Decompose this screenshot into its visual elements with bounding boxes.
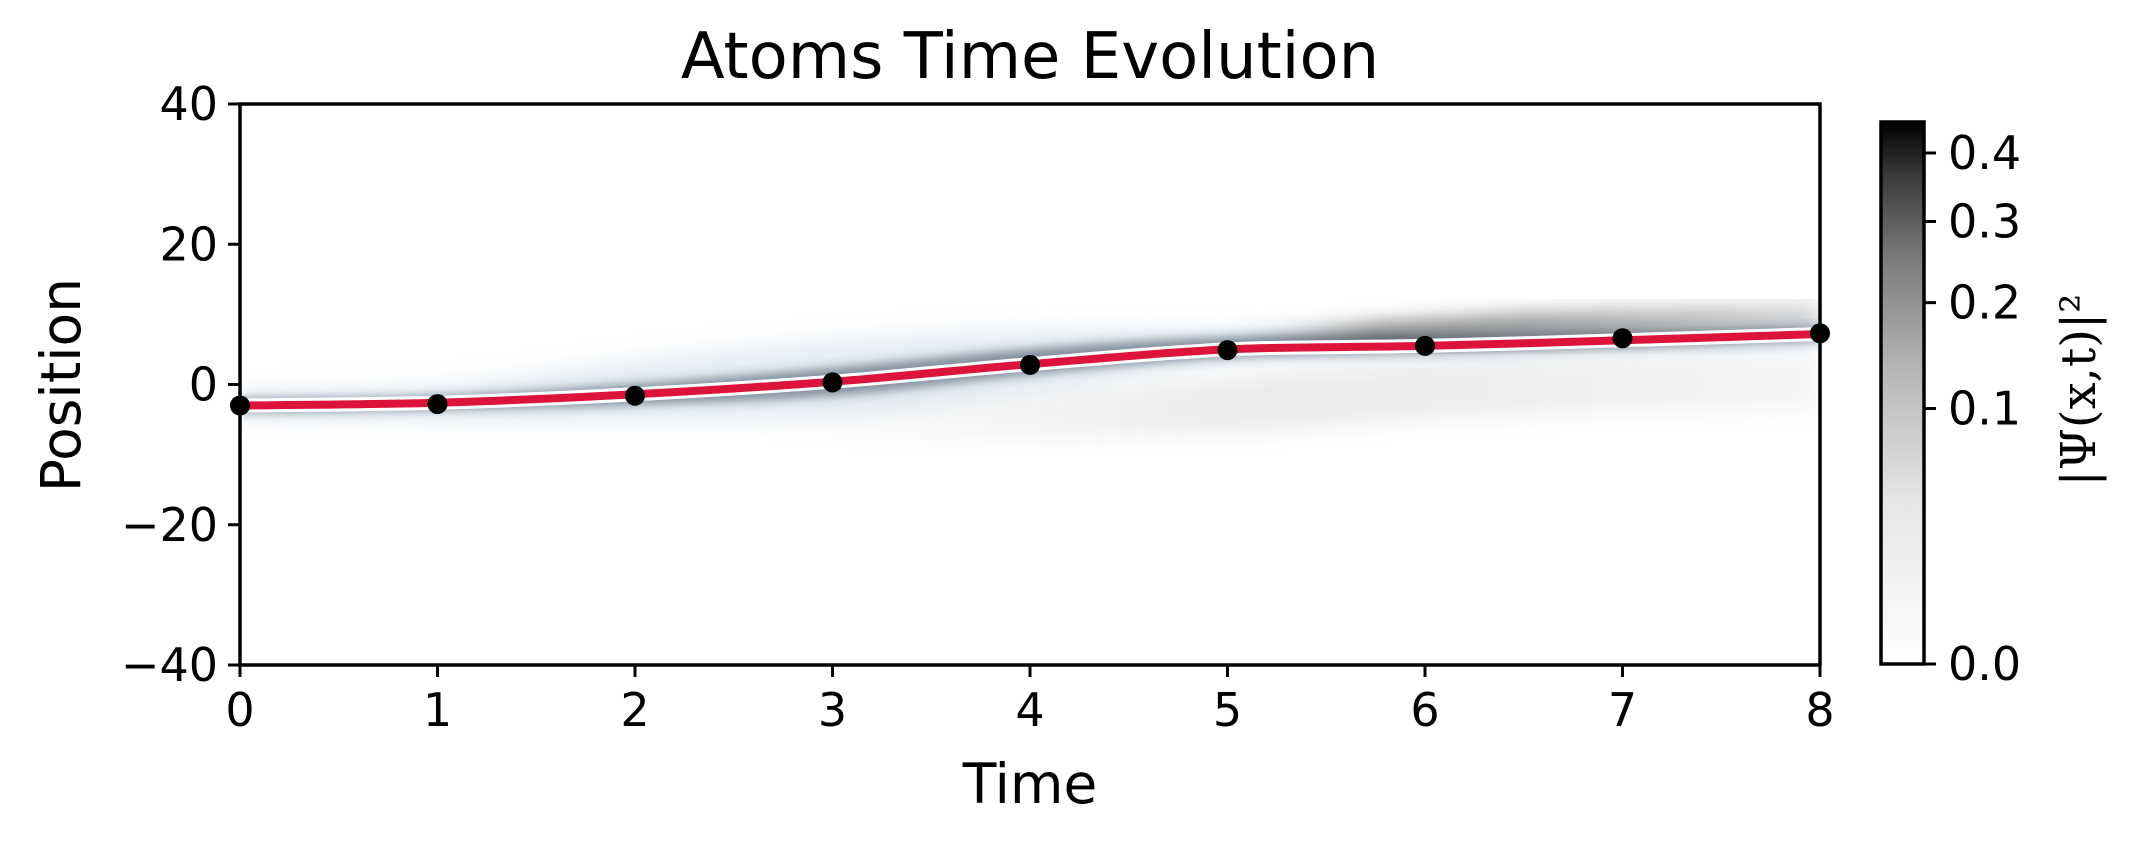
x-tick-label: 5 [1213,683,1242,737]
colorbar-ticks: 0.4 0.3 0.2 0.1 0.0 [1924,126,2021,691]
x-tick-label: 0 [225,683,254,737]
x-tick-label: 6 [1410,683,1439,737]
scatter-point [1415,335,1435,356]
y-tick-label: 0 [189,358,218,412]
scatter-point [1020,354,1040,375]
y-tick-label: −20 [121,498,218,552]
colorbar-label: |Ψ(x,t)|² [2051,294,2107,487]
colorbar [1881,122,1924,664]
colorbar-frame [1879,120,1926,666]
scatter-point [1612,328,1633,349]
chart-title: Atoms Time Evolution [681,20,1379,94]
y-axis-ticks: 40 20 0 −20 −40 [121,77,240,692]
density-upper-tail [1227,303,1820,350]
y-tick-label: −40 [121,638,218,692]
x-tick-label: 8 [1805,683,1834,737]
colorbar-tick-label: 0.1 [1948,381,2021,435]
y-tick-label: 20 [159,217,218,271]
x-tick-label: 3 [818,683,847,737]
y-axis-label: Position [29,278,93,492]
sample-markers [230,323,1830,416]
x-tick-label: 2 [620,683,649,737]
x-axis-label: Time [962,752,1098,816]
x-tick-label: 7 [1608,683,1637,737]
density-lower-tail [733,356,1820,441]
scatter-point [427,394,448,415]
scatter-point [822,372,843,393]
colorbar-tick-label: 0.2 [1948,276,2021,330]
colorbar-tick-label: 0.0 [1948,637,2021,691]
x-axis-ticks: 0 1 2 3 4 5 6 7 8 [225,665,1835,737]
colorbar-tick-label: 0.3 [1948,194,2021,248]
scatter-point [625,385,645,406]
x-tick-label: 1 [423,683,452,737]
y-tick-label: 40 [159,77,218,131]
x-tick-label: 4 [1015,683,1044,737]
scatter-point [1217,340,1238,361]
colorbar-tick-label: 0.4 [1948,126,2021,180]
